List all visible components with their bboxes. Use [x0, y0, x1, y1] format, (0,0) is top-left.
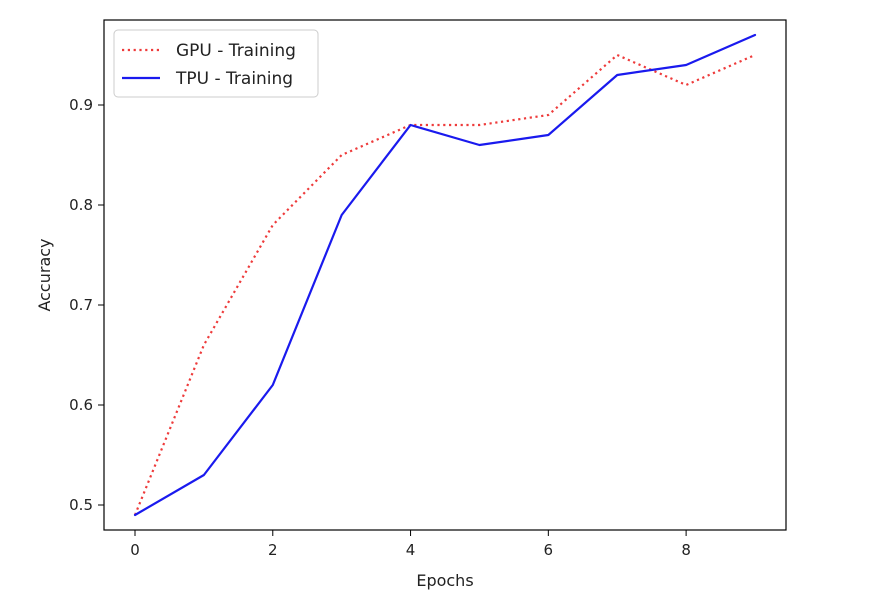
legend-box [113, 29, 319, 98]
series-layer [133, 33, 757, 517]
y-axis-ticks: 0.5 0.6 0.7 0.8 0.9 [69, 96, 104, 514]
legend-label: GPU - Training [176, 41, 296, 61]
series-line-tpu-training [133, 33, 757, 517]
y-tick-label: 0.6 [69, 396, 93, 414]
y-tick-label: 0.8 [69, 196, 93, 214]
x-tick-label: 8 [681, 541, 691, 559]
x-tick-label: 4 [406, 541, 416, 559]
series-line-gpu-training [133, 53, 756, 516]
x-tick-label: 0 [130, 541, 140, 559]
legend-entries: GPU - Training TPU - Training [122, 41, 296, 89]
legend-label: TPU - Training [175, 69, 293, 89]
y-tick-label: 0.5 [69, 496, 93, 514]
x-axis-label: Epochs [416, 571, 473, 590]
x-tick-label: 6 [544, 541, 554, 559]
plot-area-frame [103, 19, 787, 531]
y-tick-label: 0.9 [69, 96, 93, 114]
legend: GPU - Training TPU - Training [113, 29, 319, 98]
x-axis-ticks: 0 2 4 6 8 [130, 530, 691, 559]
y-axis-label: Accuracy [35, 238, 54, 311]
y-tick-label: 0.7 [69, 296, 93, 314]
x-tick-label: 2 [268, 541, 278, 559]
